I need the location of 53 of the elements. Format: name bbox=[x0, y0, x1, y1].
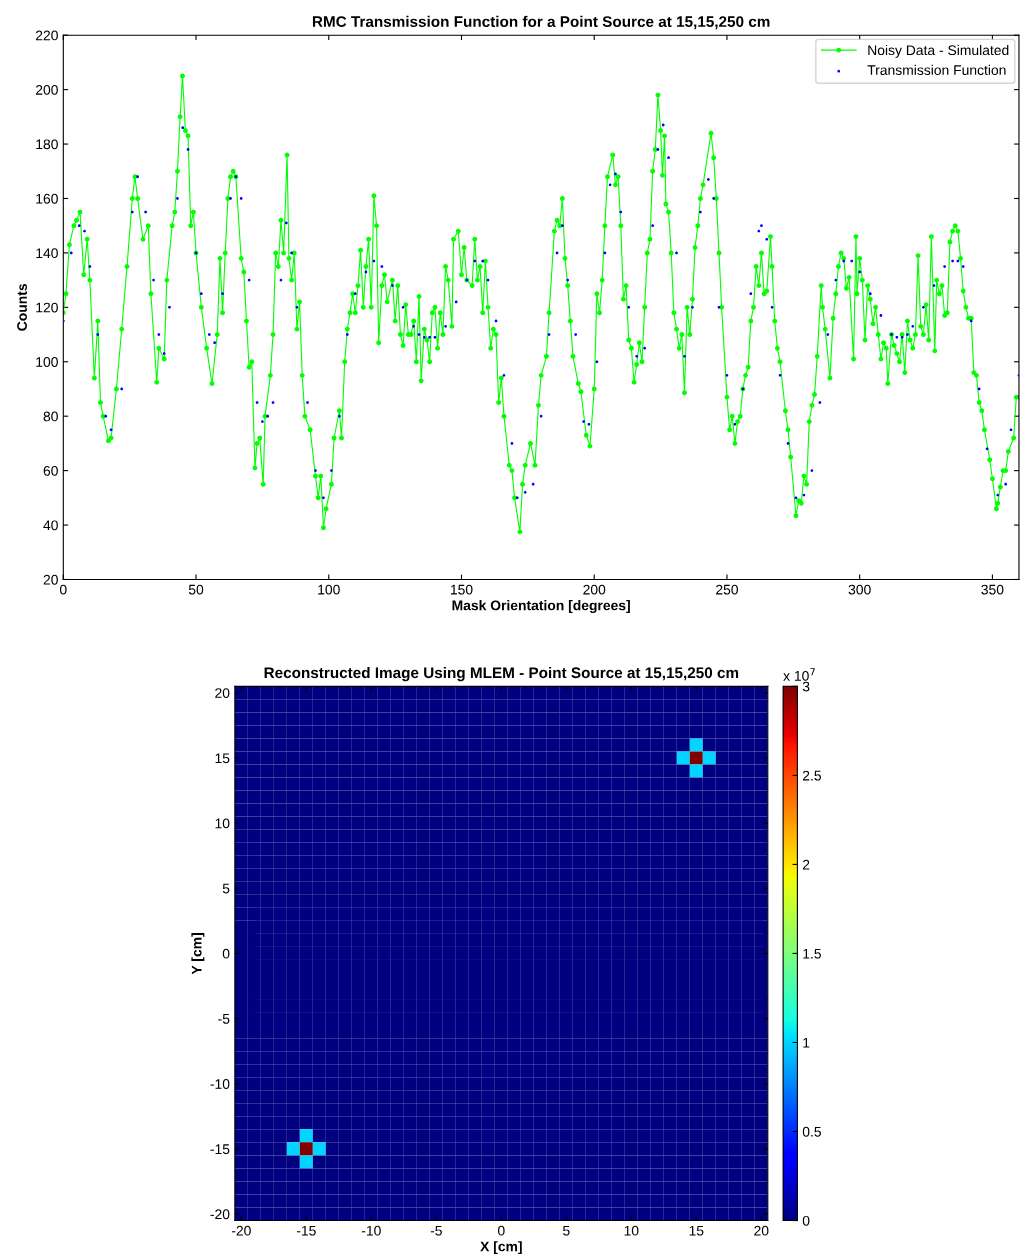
color-bar-label: 1.5 bbox=[803, 948, 821, 959]
chart-title: RMC Transmission Function for a Point Source at 15,15,250 cm bbox=[312, 15, 770, 30]
y-tick-label: 180 bbox=[36, 139, 58, 150]
y-tick-label: 0 bbox=[222, 948, 230, 959]
y-tick-label: -5 bbox=[218, 1014, 230, 1024]
y-tick-label: 140 bbox=[36, 248, 58, 259]
y-tick-label: 200 bbox=[35, 84, 58, 95]
x-tick-label: 20 bbox=[754, 1225, 769, 1236]
x-tick-label: 250 bbox=[716, 584, 738, 595]
x-tick-label: 0 bbox=[497, 1225, 505, 1236]
text: x 10$^{7}$ bbox=[783, 668, 815, 681]
y-tick-label: 100 bbox=[36, 357, 58, 367]
color-bar-label: 2 bbox=[802, 859, 810, 870]
x-tick-label: 300 bbox=[848, 584, 871, 595]
x-tick-label: 50 bbox=[188, 584, 204, 595]
color-bar-label: 0.5 bbox=[802, 1126, 821, 1137]
legend-label: Noisy Data - Simulated bbox=[868, 44, 1009, 58]
x-axis-title: Mask Orientation [degrees] bbox=[452, 600, 630, 614]
y-tick-label: -15 bbox=[210, 1144, 230, 1155]
y-axis-title: Counts bbox=[17, 283, 27, 331]
y-axis-title: Y [cm] bbox=[191, 933, 205, 975]
y-tick-label: 20 bbox=[43, 574, 58, 585]
x-tick-label: 5 bbox=[563, 1225, 570, 1236]
chart-title: Reconstructed Image Using MLEM - Point Source at 15,15,250 cm bbox=[264, 666, 739, 682]
y-tick-label: 160 bbox=[36, 193, 58, 204]
y-tick-label: -20 bbox=[210, 1209, 230, 1220]
x-tick-label: 150 bbox=[450, 584, 473, 595]
x-tick-label: 100 bbox=[318, 584, 340, 595]
legend-label: Transmission Function bbox=[867, 64, 1006, 76]
x-tick-label: 15 bbox=[689, 1225, 704, 1236]
y-tick-label: 220 bbox=[35, 30, 58, 41]
x-tick-label: -5 bbox=[430, 1225, 442, 1236]
y-tick-label: 10 bbox=[215, 818, 230, 829]
color-bar-label: 1 bbox=[803, 1037, 810, 1048]
color-bar-label: 3 bbox=[802, 681, 810, 692]
y-tick-label: 5 bbox=[222, 883, 230, 894]
x-tick-label: 10 bbox=[624, 1225, 639, 1236]
y-tick-label: 20 bbox=[215, 688, 230, 699]
x-tick-label: -10 bbox=[361, 1225, 381, 1236]
x-tick-label: 200 bbox=[583, 584, 606, 595]
y-tick-label: -10 bbox=[210, 1079, 230, 1089]
x-tick-label: 0 bbox=[59, 584, 67, 595]
color-bar-label: 2.5 bbox=[802, 770, 821, 781]
x-tick-label: -20 bbox=[231, 1225, 251, 1236]
color-bar-label: 0 bbox=[802, 1215, 810, 1226]
x-axis-title: X [cm] bbox=[480, 1241, 522, 1255]
x-tick-label: 350 bbox=[981, 584, 1004, 595]
y-tick-label: 60 bbox=[43, 465, 58, 476]
y-tick-label: 120 bbox=[36, 302, 58, 313]
x-tick-label: -15 bbox=[296, 1225, 316, 1236]
y-tick-label: 80 bbox=[43, 411, 58, 422]
y-tick-label: 40 bbox=[43, 520, 58, 531]
y-tick-label: 15 bbox=[215, 753, 230, 764]
